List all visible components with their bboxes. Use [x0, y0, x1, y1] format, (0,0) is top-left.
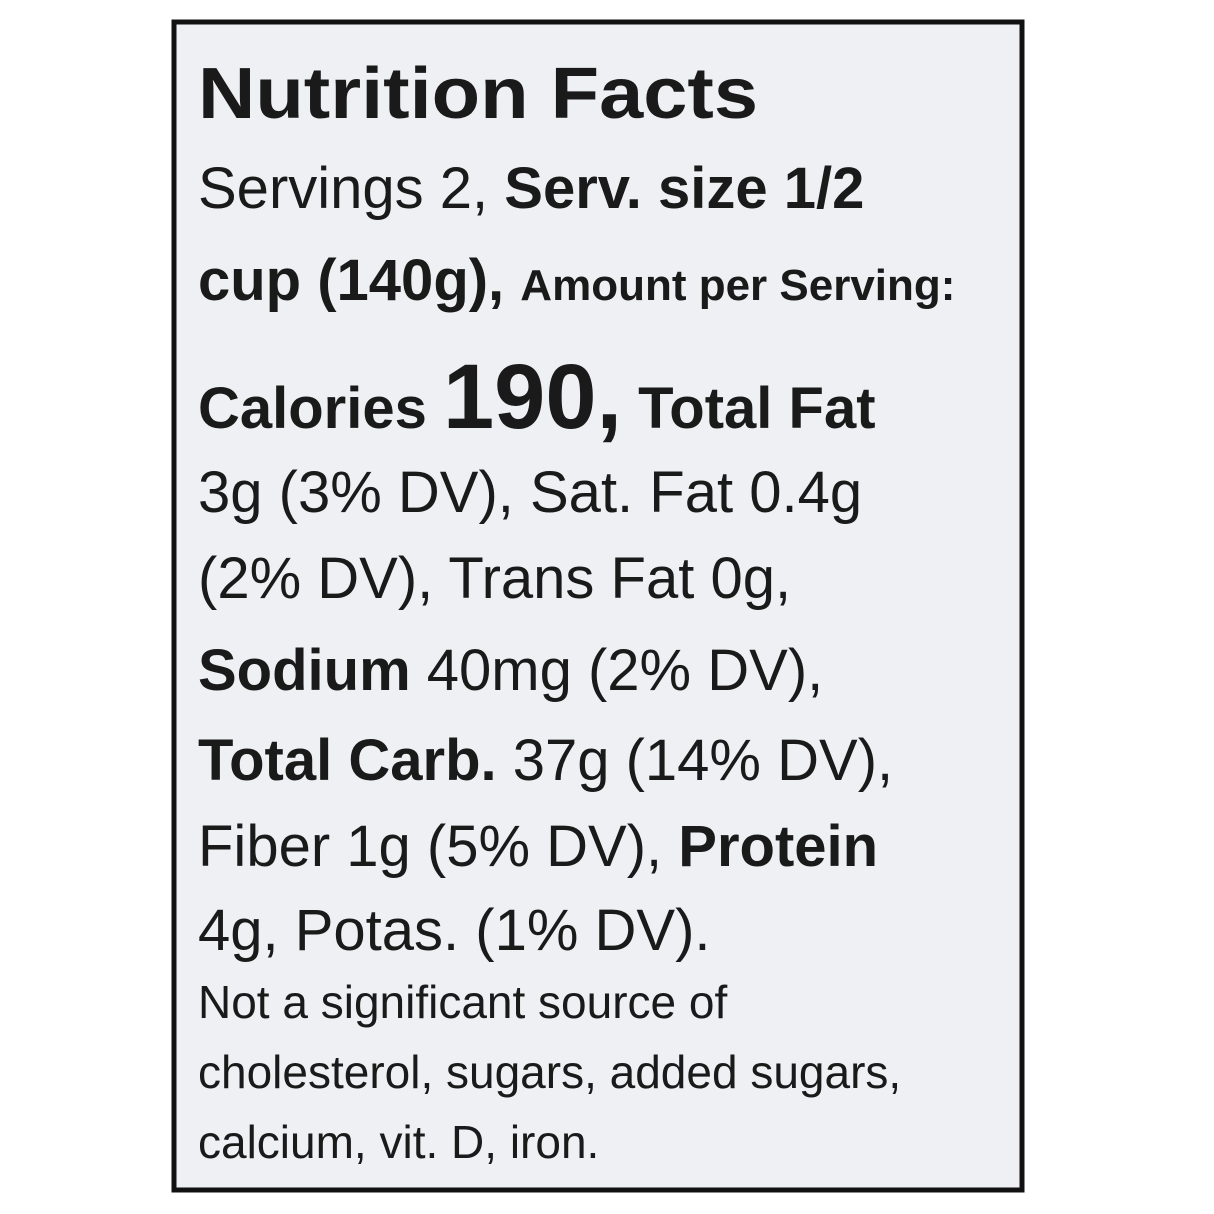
label-segment: (2% DV), Trans Fat 0g,	[198, 546, 791, 611]
label-line: 4g, Potas. (1% DV).	[198, 898, 711, 963]
label-segment: Amount per Serving:	[520, 261, 955, 310]
label-segment: 190,	[443, 346, 622, 448]
label-segment: Total Carb.	[198, 728, 497, 793]
label-segment: Calories	[198, 376, 443, 441]
label-line: 3g (3% DV), Sat. Fat 0.4g	[198, 460, 862, 525]
label-line: Sodium 40mg (2% DV),	[198, 638, 823, 703]
label-segment: cup (140g),	[198, 248, 520, 313]
label-segment: 40mg (2% DV),	[411, 638, 824, 703]
label-line: (2% DV), Trans Fat 0g,	[198, 546, 791, 611]
label-segment: Protein	[678, 814, 878, 879]
label-segment: 4g, Potas. (1% DV).	[198, 898, 711, 963]
label-line: Total Carb. 37g (14% DV),	[198, 728, 893, 793]
label-segment: 3g (3% DV), Sat. Fat 0.4g	[198, 460, 862, 525]
footnote-line: calcium, vit. D, iron.	[198, 1116, 599, 1168]
label-segment: Sodium	[198, 638, 411, 703]
label-line: Calories 190, Total Fat	[198, 346, 876, 448]
label-title: Nutrition Facts	[198, 54, 758, 134]
label-line: cup (140g), Amount per Serving:	[198, 248, 955, 313]
label-segment: Serv. size 1/2	[504, 156, 864, 221]
label-line: Fiber 1g (5% DV), Protein	[198, 814, 878, 879]
label-segment: Total Fat	[622, 376, 875, 441]
footnote-line: cholesterol, sugars, added sugars,	[198, 1046, 901, 1098]
label-segment: Servings 2,	[198, 156, 504, 221]
label-segment: 37g (14% DV),	[497, 728, 894, 793]
label-frame	[171, 19, 1025, 1193]
label-segment: Fiber 1g (5% DV),	[198, 814, 678, 879]
footnote-line: Not a significant source of	[198, 976, 727, 1028]
label-line: Servings 2, Serv. size 1/2	[198, 156, 864, 221]
